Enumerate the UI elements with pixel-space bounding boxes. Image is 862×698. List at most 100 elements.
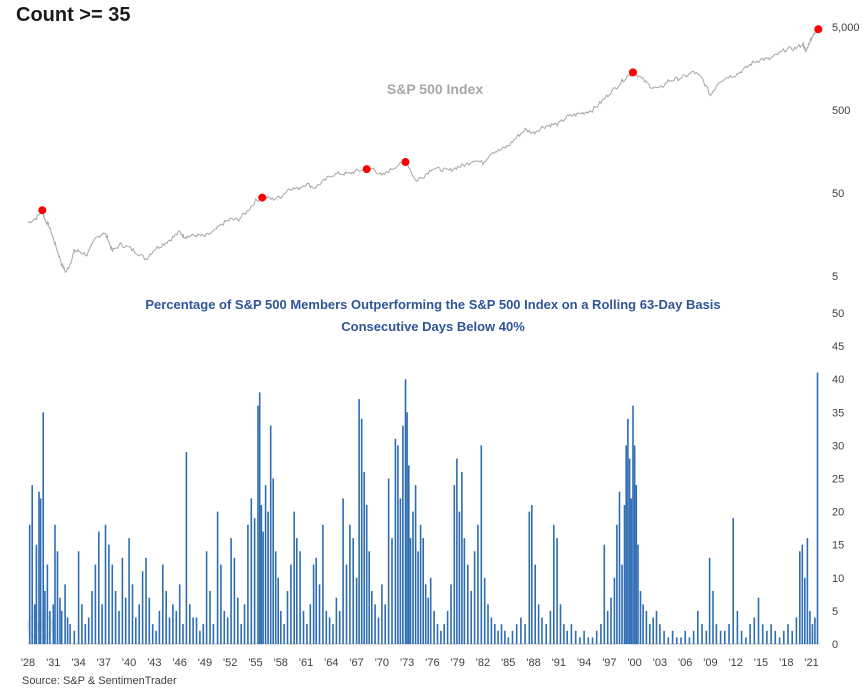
bar — [610, 597, 612, 644]
bar — [692, 630, 695, 644]
bar — [736, 610, 739, 644]
bar — [757, 597, 760, 644]
bar — [209, 591, 211, 644]
bar — [148, 597, 151, 644]
bar — [286, 591, 289, 644]
bar — [483, 577, 486, 644]
bar — [446, 610, 449, 644]
sp500-panel-title: S&P 500 Index — [387, 81, 483, 97]
bar — [409, 538, 412, 644]
x-tick-label: '55 — [248, 657, 262, 669]
bar — [613, 577, 616, 644]
bar — [595, 630, 598, 644]
x-tick-label: '37 — [97, 657, 111, 669]
bar — [427, 597, 429, 644]
bar — [458, 511, 461, 644]
x-tick-label: '49 — [198, 657, 212, 669]
bar — [212, 624, 215, 644]
bar — [145, 557, 147, 644]
bar — [42, 412, 44, 644]
bar — [260, 505, 263, 644]
bar — [39, 498, 42, 644]
bar-y-tick-label: 25 — [832, 474, 844, 486]
bar — [277, 577, 279, 644]
x-tick-label: '97 — [602, 657, 616, 669]
bar — [563, 624, 565, 644]
bar-y-tick-label: 15 — [832, 540, 844, 552]
bar — [404, 379, 407, 644]
bar — [56, 551, 59, 644]
bar — [94, 564, 97, 644]
bar — [645, 610, 648, 644]
x-tick-label: '85 — [501, 657, 515, 669]
bar — [141, 571, 144, 644]
bar — [816, 372, 819, 644]
bar — [345, 564, 348, 644]
bar — [44, 591, 46, 644]
bar — [381, 584, 383, 644]
bar — [470, 591, 472, 644]
x-tick-label: '82 — [476, 657, 490, 669]
signal-marker — [38, 206, 47, 215]
bar-y-tick-label: 10 — [832, 573, 844, 585]
bar — [302, 610, 305, 644]
bar-y-tick-label: 40 — [832, 374, 844, 386]
bar-y-tick-label: 35 — [832, 407, 844, 419]
bar — [135, 617, 137, 644]
bar-y-tick-label: 50 — [832, 308, 844, 320]
bar — [635, 485, 638, 644]
bar — [66, 617, 69, 644]
bar — [101, 604, 103, 644]
bar — [663, 630, 665, 644]
bar — [64, 584, 66, 644]
bar — [168, 617, 171, 644]
bar — [172, 604, 174, 644]
bar — [715, 624, 718, 644]
bar — [761, 624, 764, 644]
bar — [269, 425, 272, 644]
x-tick-label: '73 — [400, 657, 414, 669]
bar — [623, 505, 626, 644]
bar — [205, 551, 208, 644]
bar — [360, 418, 363, 644]
bar — [272, 478, 274, 644]
bar — [652, 617, 654, 644]
signal-marker — [362, 165, 371, 174]
bar — [387, 478, 390, 644]
signal-marker — [814, 25, 823, 34]
bar — [531, 505, 533, 644]
bar — [799, 551, 801, 644]
bar — [440, 630, 442, 644]
bar — [637, 544, 639, 644]
bar — [185, 452, 188, 644]
bar — [175, 610, 178, 644]
bar — [216, 511, 219, 644]
bar — [778, 637, 781, 644]
bar — [559, 604, 562, 644]
bar-panel-title: Percentage of S&P 500 Members Outperform… — [145, 297, 720, 312]
bar — [384, 604, 386, 644]
bar — [728, 624, 730, 644]
bar — [671, 630, 674, 644]
bar — [549, 610, 552, 644]
bar — [87, 617, 90, 644]
bar — [570, 624, 573, 644]
bar — [262, 531, 264, 644]
x-tick-label: '67 — [349, 657, 363, 669]
bar — [574, 630, 577, 644]
bar — [352, 538, 354, 644]
signal-marker — [258, 193, 267, 202]
bar — [811, 624, 814, 644]
x-tick-label: '94 — [577, 657, 591, 669]
bar-y-tick-label: 45 — [832, 341, 844, 353]
bar — [374, 604, 376, 644]
bar — [391, 538, 393, 644]
bar — [312, 564, 315, 644]
x-tick-label: '79 — [451, 657, 465, 669]
bar — [192, 617, 194, 644]
bar — [124, 597, 127, 644]
bar — [537, 604, 540, 644]
bar — [322, 524, 324, 644]
bar — [467, 564, 469, 644]
bar — [649, 624, 651, 644]
